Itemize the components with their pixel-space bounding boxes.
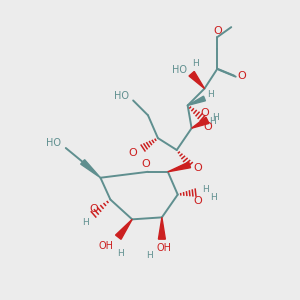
- Text: O: O: [200, 108, 209, 118]
- Text: H: H: [209, 117, 216, 126]
- Polygon shape: [192, 117, 209, 128]
- Text: H: H: [212, 113, 219, 122]
- Polygon shape: [188, 96, 206, 105]
- Polygon shape: [189, 71, 205, 88]
- Text: HO: HO: [172, 65, 187, 75]
- Text: O: O: [193, 163, 202, 173]
- Text: H: H: [207, 90, 214, 99]
- Polygon shape: [81, 160, 100, 178]
- Text: H: H: [210, 193, 217, 202]
- Polygon shape: [116, 219, 132, 239]
- Text: HO: HO: [114, 91, 129, 100]
- Text: H: H: [147, 250, 153, 260]
- Text: O: O: [203, 122, 212, 132]
- Polygon shape: [168, 162, 190, 172]
- Text: O: O: [89, 204, 98, 214]
- Text: O: O: [238, 71, 247, 81]
- Text: H: H: [192, 59, 199, 68]
- Text: O: O: [129, 148, 137, 158]
- Polygon shape: [158, 218, 165, 239]
- Text: OH: OH: [156, 243, 171, 253]
- Text: H: H: [82, 218, 89, 227]
- Text: OH: OH: [99, 241, 114, 251]
- Text: H: H: [117, 248, 124, 257]
- Text: O: O: [193, 196, 202, 206]
- Text: HO: HO: [46, 138, 62, 148]
- Text: O: O: [213, 26, 222, 36]
- Text: H: H: [202, 185, 209, 194]
- Text: O: O: [142, 159, 150, 169]
